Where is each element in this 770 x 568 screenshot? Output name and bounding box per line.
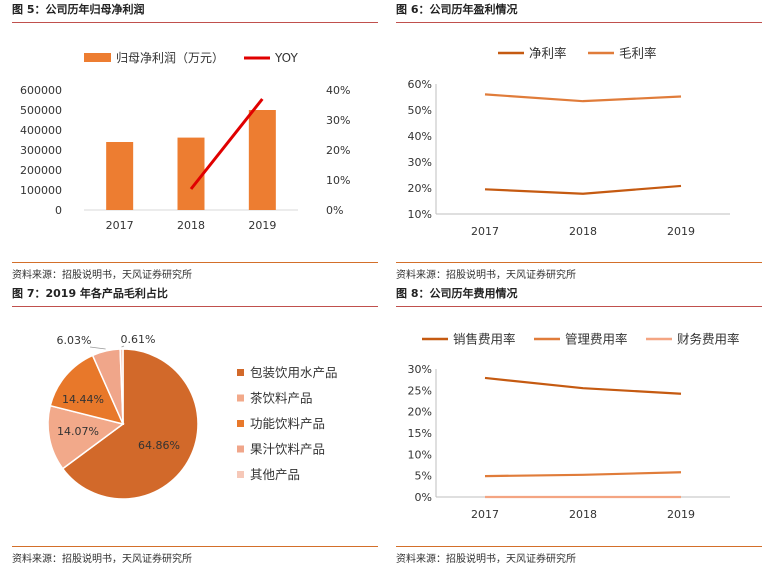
x-tick-label: 2019: [248, 219, 276, 232]
legend-label: 归母净利润（万元）: [116, 51, 224, 65]
x-tick-label: 2018: [569, 225, 597, 238]
legend-label: 功能饮料产品: [250, 416, 325, 431]
x-tick-label: 2019: [667, 508, 695, 521]
data-label: 6.03%: [57, 334, 92, 347]
legend-label: 果汁饮料产品: [250, 442, 325, 457]
gross-profit-pie-chart: 64.86% 14.07% 14.44% 6.03% 0.61% 包装饮用水产品茶饮料产品…: [47, 333, 338, 500]
y-tick-label: 600000: [20, 84, 62, 97]
data-label: 14.07%: [57, 425, 99, 438]
series-line-1: [484, 93, 682, 103]
panel-title: 图 6：公司历年盈利情况: [396, 3, 518, 16]
source-note: 资料来源：招股说明书，天风证券研究所: [12, 554, 192, 565]
y-tick-label: 40%: [408, 130, 432, 143]
x-tick-label: 2019: [667, 225, 695, 238]
panel-title: 图 7：2019 年各产品毛利占比: [12, 287, 168, 300]
legend-label: 销售费用率: [453, 332, 516, 347]
data-label: 64.86%: [138, 439, 180, 452]
source-divider: [12, 546, 378, 547]
y-tick-label: 20%: [408, 182, 432, 195]
leader-line: [121, 345, 125, 348]
title-divider: [396, 306, 762, 307]
panel-title: 图 5：公司历年归母净利润: [12, 3, 145, 16]
net-profit-panel: 图 5：公司历年归母净利润 归母净利润（万元） YOY 0 100000 200000 3…: [12, 0, 378, 284]
gross-profit-share-panel: 图 7：2019 年各产品毛利占比 64.86% 14.07% 14.44% 6.03…: [12, 284, 378, 568]
pie-slice: [49, 354, 125, 426]
legend-swatch: [237, 394, 244, 402]
leader-line: [89, 346, 106, 350]
title-divider: [12, 306, 378, 307]
legend-label: 财务费用率: [677, 332, 740, 347]
series-line-0: [484, 184, 682, 195]
legend-label: 净利率: [529, 46, 567, 61]
series-line-0: [484, 376, 682, 395]
series-line-1: [484, 471, 682, 478]
y-tick-label: 30%: [408, 156, 432, 169]
source-note: 资料来源：招股说明书，天风证券研究所: [12, 270, 192, 281]
y-tick-label: 60%: [408, 78, 432, 91]
bar: [177, 137, 205, 210]
legend-swatch: [237, 445, 244, 453]
y-tick-label: 5%: [415, 470, 432, 483]
x-tick-label: 2017: [471, 508, 499, 521]
legend-label: 其他产品: [250, 467, 300, 482]
source-note: 资料来源：招股说明书，天风证券研究所: [396, 554, 576, 565]
series-line-yoy: [189, 98, 264, 190]
legend-swatch: [237, 471, 244, 478]
y-tick-label: 10%: [408, 448, 432, 461]
y2-tick-label: 0%: [326, 204, 343, 217]
legend-label: YOY: [274, 51, 298, 65]
net-profit-chart: 归母净利润（万元） YOY 0 100000 200000 300000 400000 500…: [20, 51, 350, 232]
profitability-chart: 净利率 毛利率 10% 20% 30% 40% 50% 60% 2017 2018 2019: [408, 46, 730, 238]
legend-label: 茶饮料产品: [250, 391, 313, 406]
profitability-panel: 图 6：公司历年盈利情况 净利率 毛利率 10% 20% 30% 40% 50% 60% 201…: [396, 0, 762, 284]
y-tick-label: 20%: [408, 406, 432, 419]
bar: [248, 110, 276, 210]
source-divider: [396, 262, 762, 263]
source-divider: [396, 546, 762, 547]
expense-ratio-panel: 图 8：公司历年费用情况 销售费用率 管理费用率 财务费用率 0% 5% 10% 15% 20…: [396, 284, 762, 568]
y-tick-label: 300000: [20, 144, 62, 157]
y-tick-label: 50%: [408, 104, 432, 117]
pie-slice: [47, 404, 125, 470]
y2-tick-label: 40%: [326, 84, 350, 97]
pie-slice: [119, 348, 124, 425]
y-tick-label: 15%: [408, 427, 432, 440]
y2-tick-label: 30%: [326, 114, 350, 127]
source-note: 资料来源：招股说明书，天风证券研究所: [396, 270, 576, 281]
x-tick-label: 2017: [106, 219, 134, 232]
legend-swatch: [237, 420, 244, 427]
legend-label: 毛利率: [619, 46, 657, 61]
legend-label: 管理费用率: [565, 332, 628, 347]
data-label: 14.44%: [62, 393, 104, 406]
y-tick-label: 25%: [408, 384, 432, 397]
y-tick-label: 30%: [408, 363, 432, 376]
y-tick-label: 200000: [20, 164, 62, 177]
x-tick-label: 2018: [569, 508, 597, 521]
y-tick-label: 100000: [20, 184, 62, 197]
legend-label: 包装饮用水产品: [250, 365, 338, 380]
legend-swatch: [237, 369, 244, 376]
panel-title: 图 8：公司历年费用情况: [396, 287, 518, 300]
expense-ratio-chart: 销售费用率 管理费用率 财务费用率 0% 5% 10% 15% 20% 25% 30% 2017 20…: [408, 332, 740, 522]
x-tick-label: 2017: [471, 225, 499, 238]
y-tick-label: 0%: [415, 491, 432, 504]
y-tick-label: 10%: [408, 208, 432, 221]
legend-swatch-bar: [84, 53, 111, 62]
source-divider: [12, 262, 378, 263]
y-tick-label: 0: [55, 204, 62, 217]
x-tick-label: 2018: [177, 219, 205, 232]
title-divider: [12, 22, 378, 23]
data-label: 0.61%: [121, 333, 156, 346]
bar: [106, 142, 134, 210]
pie-slice: [61, 348, 199, 500]
y2-tick-label: 10%: [326, 174, 350, 187]
y2-tick-label: 20%: [326, 144, 350, 157]
title-divider: [396, 22, 762, 23]
y-tick-label: 500000: [20, 104, 62, 117]
y-tick-label: 400000: [20, 124, 62, 137]
